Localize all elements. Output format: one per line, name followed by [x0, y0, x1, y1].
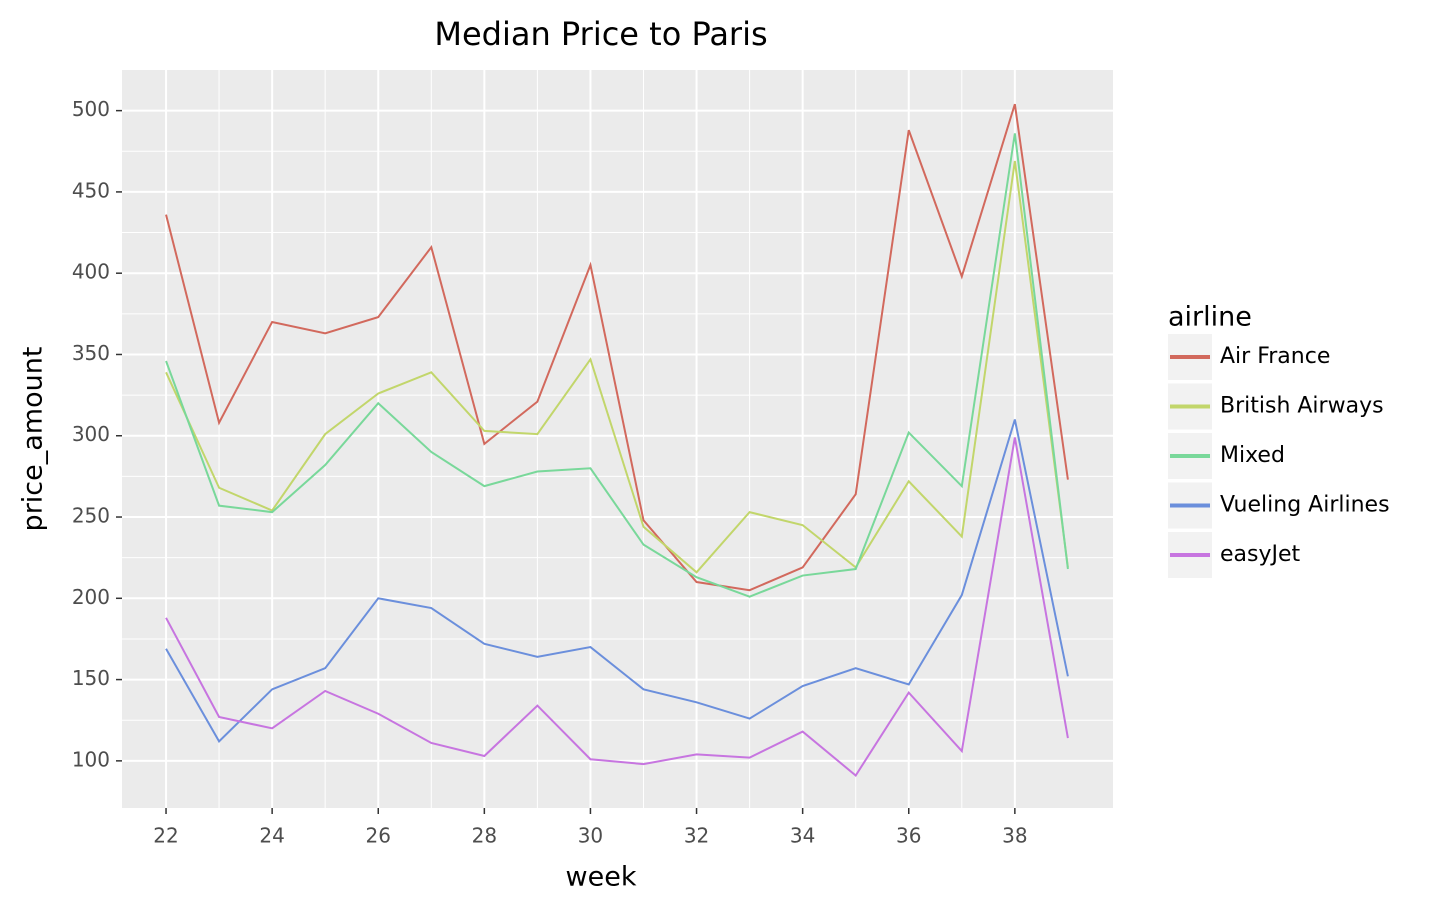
y-tick-label: 400 — [72, 260, 110, 284]
x-tick-label: 28 — [472, 824, 497, 848]
legend-label: British Airways — [1220, 394, 1384, 419]
y-tick-label: 100 — [72, 747, 110, 771]
series-line — [165, 419, 1069, 743]
legend-title: airline — [1168, 302, 1252, 333]
legend-label: easyJet — [1220, 542, 1301, 567]
y-tick-label: 500 — [72, 97, 110, 121]
x-tick-label: 26 — [366, 824, 391, 848]
legend-label: Mixed — [1220, 443, 1285, 468]
series-line — [165, 160, 1069, 574]
plot-panel — [122, 70, 1113, 808]
y-tick-label: 350 — [72, 341, 110, 365]
y-tick-label: 300 — [72, 422, 110, 446]
x-tick-label: 22 — [153, 824, 178, 848]
chart-title: Median Price to Paris — [434, 15, 767, 53]
y-axis-title: price_amount — [18, 347, 49, 532]
y-tick-label: 450 — [72, 178, 110, 202]
series-line — [165, 133, 1069, 598]
y-tick-label: 250 — [72, 504, 110, 528]
x-tick-label: 34 — [790, 824, 815, 848]
x-tick-label: 30 — [578, 824, 603, 848]
x-tick-label: 36 — [896, 824, 921, 848]
series-line — [165, 437, 1069, 777]
y-tick-label: 150 — [72, 666, 110, 690]
legend-label: Vueling Airlines — [1220, 493, 1390, 518]
x-tick-label: 32 — [684, 824, 709, 848]
series-line — [165, 103, 1069, 592]
x-tick-label: 38 — [1002, 824, 1027, 848]
x-axis-title: week — [566, 862, 637, 893]
x-tick-label: 24 — [259, 824, 284, 848]
y-tick-label: 200 — [72, 585, 110, 609]
legend-label: Air France — [1220, 344, 1330, 369]
